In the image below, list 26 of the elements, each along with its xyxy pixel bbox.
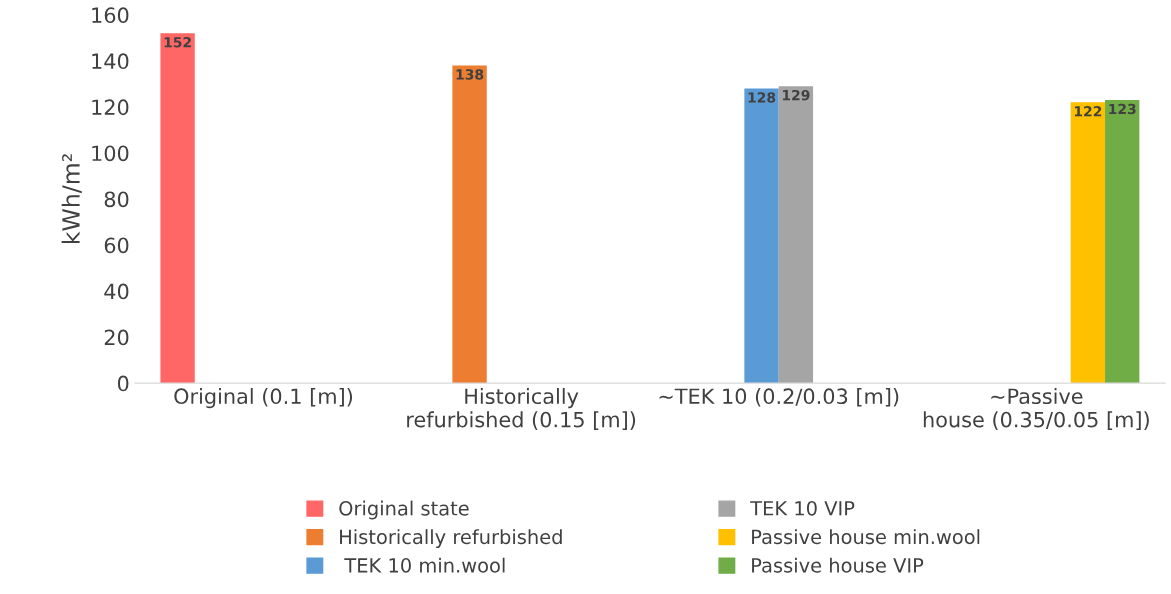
legend-label: TEK 10 VIP [750, 500, 855, 516]
y-tick-label: 140 [92, 53, 129, 70]
y-tick-label: 0 [117, 375, 129, 392]
y-tick-label: 20 [104, 329, 129, 346]
data-label: 128 [748, 92, 776, 103]
data-label: 122 [1074, 106, 1102, 117]
x-tick-label: ~Passive house (0.35/0.05 [m]) [923, 387, 1149, 430]
y-axis-title: kWh/m² [61, 154, 82, 244]
y-tick-label: 160 [92, 7, 129, 24]
legend-label: Passive house min.wool [752, 529, 980, 545]
legend-label: TEK 10 min.wool [344, 557, 505, 573]
x-tick-label: Original (0.1 [m]) [174, 387, 353, 409]
legend-label: Historically refurbished [340, 529, 562, 548]
y-tick-label: 100 [92, 145, 129, 162]
x-tick-label: Historically refurbished (0.15 [m]) [407, 387, 636, 430]
x-tick-label: ~TEK 10 (0.2/0.03 [m]) [659, 387, 899, 407]
data-label: 123 [1109, 103, 1136, 115]
data-label: 152 [164, 36, 191, 48]
legend-label: Passive house VIP [752, 557, 924, 573]
data-label: 138 [456, 69, 484, 80]
y-tick-label: 120 [92, 99, 129, 116]
y-tick-label: 80 [104, 191, 129, 208]
data-label: 129 [782, 89, 810, 101]
legend-label: Original state [339, 500, 469, 520]
y-tick-label: 40 [104, 283, 129, 300]
y-tick-label: 60 [104, 237, 129, 254]
